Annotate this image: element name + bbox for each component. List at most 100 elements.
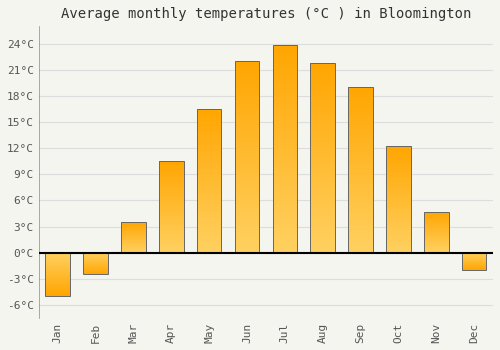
Bar [272, 135, 297, 139]
Bar [84, 263, 108, 264]
Bar [348, 175, 373, 178]
Bar [121, 226, 146, 227]
Bar [310, 113, 335, 117]
Bar [234, 103, 260, 106]
Bar [386, 199, 410, 201]
Bar [159, 184, 184, 186]
Bar [46, 271, 70, 272]
Bar [348, 222, 373, 225]
Bar [272, 183, 297, 187]
Bar [121, 234, 146, 235]
Bar [272, 211, 297, 215]
Bar [234, 246, 260, 250]
Bar [310, 174, 335, 177]
Bar [348, 128, 373, 131]
Bar [310, 123, 335, 126]
Bar [386, 168, 410, 169]
Bar [310, 205, 335, 208]
Bar [197, 109, 222, 253]
Bar [386, 246, 410, 247]
Bar [348, 87, 373, 253]
Bar [197, 207, 222, 210]
Bar [234, 182, 260, 186]
Bar [234, 68, 260, 71]
Bar [348, 137, 373, 140]
Bar [121, 244, 146, 245]
Bar [121, 232, 146, 233]
Bar [348, 142, 373, 145]
Bar [424, 239, 448, 240]
Bar [234, 93, 260, 96]
Bar [348, 153, 373, 156]
Bar [310, 199, 335, 202]
Bar [197, 145, 222, 147]
Bar [348, 123, 373, 126]
Bar [386, 193, 410, 194]
Bar [310, 183, 335, 186]
Bar [234, 230, 260, 233]
Bar [272, 146, 297, 149]
Bar [159, 210, 184, 211]
Bar [159, 215, 184, 216]
Bar [424, 237, 448, 238]
Bar [272, 111, 297, 114]
Bar [46, 258, 70, 259]
Bar [234, 227, 260, 230]
Bar [84, 262, 108, 263]
Bar [272, 149, 297, 153]
Bar [84, 260, 108, 261]
Bar [234, 64, 260, 68]
Bar [272, 77, 297, 80]
Bar [121, 247, 146, 248]
Bar [310, 202, 335, 205]
Bar [197, 248, 222, 250]
Bar [46, 257, 70, 258]
Bar [310, 180, 335, 183]
Bar [424, 230, 448, 231]
Bar [386, 176, 410, 178]
Bar [197, 111, 222, 114]
Bar [272, 125, 297, 128]
Bar [46, 264, 70, 265]
Bar [46, 290, 70, 291]
Bar [386, 152, 410, 154]
Bar [159, 250, 184, 251]
Bar [310, 110, 335, 113]
Bar [121, 239, 146, 240]
Bar [159, 216, 184, 218]
Bar [424, 250, 448, 251]
Bar [121, 240, 146, 241]
Bar [386, 230, 410, 231]
Bar [386, 161, 410, 162]
Bar [197, 178, 222, 181]
Bar [197, 245, 222, 248]
Bar [272, 194, 297, 197]
Bar [386, 224, 410, 226]
Bar [46, 292, 70, 293]
Bar [234, 147, 260, 150]
Bar [386, 180, 410, 182]
Bar [272, 236, 297, 239]
Bar [310, 237, 335, 240]
Bar [386, 164, 410, 166]
Bar [159, 163, 184, 164]
Bar [348, 197, 373, 200]
Bar [386, 184, 410, 186]
Bar [348, 173, 373, 175]
Bar [424, 216, 448, 217]
Bar [121, 249, 146, 250]
Bar [310, 218, 335, 221]
Bar [197, 190, 222, 193]
Bar [272, 180, 297, 183]
Bar [159, 166, 184, 167]
Bar [197, 169, 222, 171]
Bar [234, 154, 260, 157]
Bar [310, 101, 335, 104]
Bar [386, 216, 410, 217]
Bar [197, 188, 222, 190]
Bar [84, 253, 108, 254]
Bar [46, 277, 70, 278]
Bar [159, 205, 184, 207]
Bar [386, 162, 410, 164]
Bar [197, 183, 222, 186]
